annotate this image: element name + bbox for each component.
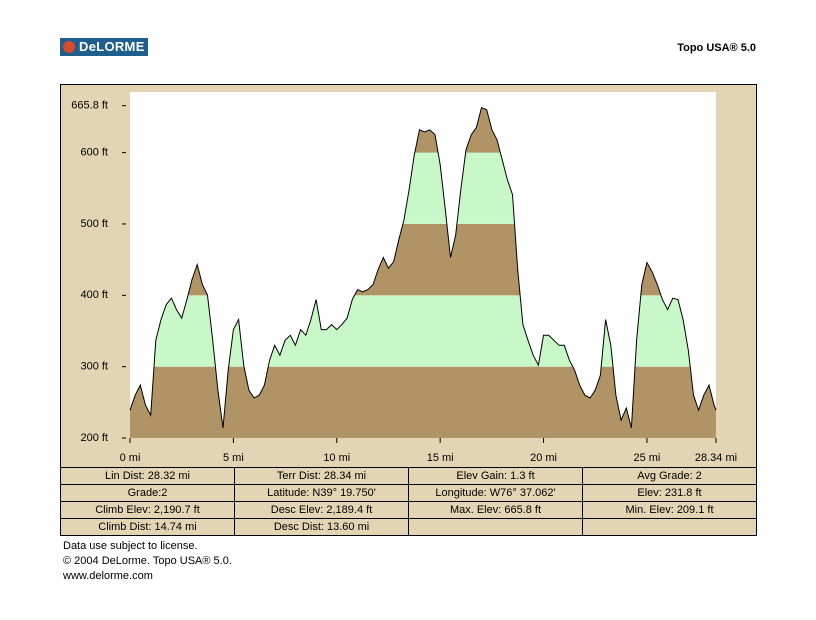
y-tick-label: 500 ft	[80, 218, 108, 230]
stats-row: Climb Elev: 2,190.7 ft Desc Elev: 2,189.4…	[60, 501, 757, 519]
stats-row: Climb Dist: 14.74 mi Desc Dist: 13.60 mi	[60, 518, 757, 536]
stats-cell: Max. Elev: 665.8 ft	[408, 501, 583, 519]
x-tick-label: 0 mi	[120, 452, 141, 464]
y-tick-label: 400 ft	[80, 289, 108, 301]
y-tick-label: 665.8 ft	[71, 100, 108, 112]
x-tick-label: 28.34 mi	[695, 452, 737, 464]
y-tick-label: 200 ft	[80, 432, 108, 444]
stats-cell: Avg Grade: 2	[582, 467, 757, 485]
stats-cell: Lin Dist: 28.32 mi	[60, 467, 235, 485]
footer-line: www.delorme.com	[63, 570, 153, 582]
stats-cell: Min. Elev: 209.1 ft	[582, 501, 757, 519]
stats-cell	[408, 518, 583, 536]
x-tick-label: 25 mi	[633, 452, 660, 464]
stats-cell: Elev: 231.8 ft	[582, 484, 757, 502]
y-tick-label: 300 ft	[80, 361, 108, 373]
logo-globe	[63, 41, 75, 53]
stats-row: Grade:2 Latitude: N39° 19.750' Longitude: …	[60, 484, 757, 502]
stats-cell: Elev Gain: 1.3 ft	[408, 467, 583, 485]
chart: 200 ft 300 ft 400 ft 500 ft 600 ft 665.8 ft 0 …	[60, 84, 757, 468]
stats-cell: Longitude: W76° 37.062'	[408, 484, 583, 502]
elevation-line	[129, 107, 717, 429]
stats-cell: Desc Dist: 13.60 mi	[234, 518, 409, 536]
stats-cell: Climb Dist: 14.74 mi	[60, 518, 235, 536]
x-tick-label: 15 mi	[427, 452, 454, 464]
stats-cell: Latitude: N39° 19.750'	[234, 484, 409, 502]
y-tick-label: 600 ft	[80, 147, 108, 159]
footer: Data use subject to license. © 2004 DeLor…	[63, 539, 232, 584]
stats-cell: Terr Dist: 28.34 mi	[234, 467, 409, 485]
logo-text: DeLORME	[79, 39, 145, 54]
stats-table: Lin Dist: 28.32 mi Terr Dist: 28.34 mi Ele…	[60, 467, 757, 536]
stats-cell	[582, 518, 757, 536]
footer-line: Data use subject to license.	[63, 540, 198, 552]
stats-cell: Climb Elev: 2,190.7 ft	[60, 501, 235, 519]
x-tick-label: 10 mi	[323, 452, 350, 464]
x-tick-label: 20 mi	[530, 452, 557, 464]
stats-cell: Grade:2	[60, 484, 235, 502]
x-tick-label: 5 mi	[223, 452, 244, 464]
stats-row: Lin Dist: 28.32 mi Terr Dist: 28.34 mi Ele…	[60, 467, 757, 485]
stats-cell: Desc Elev: 2,189.4 ft	[234, 501, 409, 519]
footer-line: © 2004 DeLorme. Topo USA® 5.0.	[63, 555, 232, 567]
logo: DeLORME	[60, 38, 148, 56]
product-name: Topo USA® 5.0	[677, 42, 756, 54]
